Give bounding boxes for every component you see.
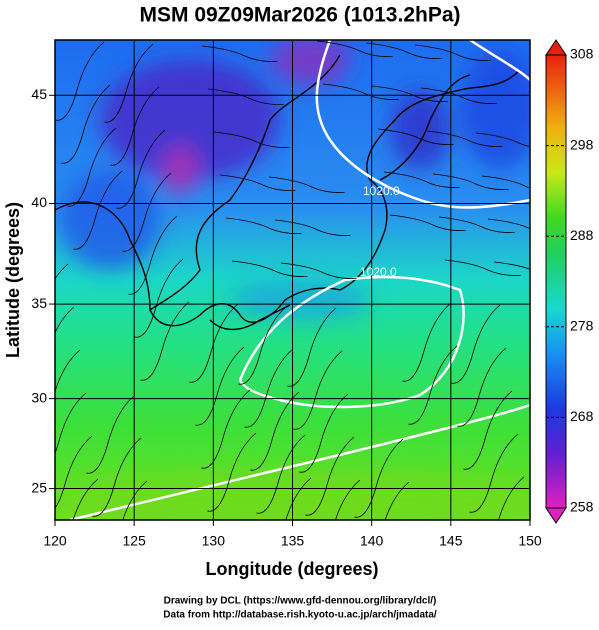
streamline — [487, 218, 530, 230]
streamline — [122, 480, 148, 520]
colorbar-tick-label: 268 — [570, 408, 594, 424]
streamline — [250, 391, 300, 471]
chart-title: MSM 09Z09Mar2026 (1013.2hPa) — [140, 4, 461, 27]
streamline — [207, 88, 284, 106]
streamline — [128, 215, 178, 295]
streamline — [463, 390, 513, 470]
streamline — [377, 128, 454, 146]
streamline — [389, 214, 466, 232]
streamline — [420, 87, 497, 105]
streamline — [438, 216, 515, 234]
y-axis-label: Latitude (degrees) — [3, 202, 23, 358]
streamline — [92, 437, 142, 517]
streamline — [195, 346, 245, 426]
streamline — [140, 301, 190, 381]
streamline — [475, 132, 530, 148]
y-tick-label: 25 — [31, 479, 47, 495]
streamline — [414, 44, 491, 62]
streamline — [432, 173, 509, 191]
streamline — [305, 436, 355, 516]
x-tick-label: 150 — [518, 533, 542, 549]
streamline — [104, 43, 154, 123]
streamline — [316, 40, 393, 58]
streamline — [55, 40, 56, 41]
y-tick-label: 40 — [31, 194, 47, 210]
streamline — [334, 479, 361, 520]
credit: Data from http://database.rish.kyoto-u.a… — [163, 610, 437, 621]
y-tick-label: 30 — [31, 389, 47, 405]
streamline — [86, 394, 136, 474]
streamline — [384, 481, 410, 520]
streamline — [72, 478, 99, 520]
colorbar-tick-label: 308 — [570, 46, 594, 62]
streamline — [238, 305, 288, 385]
streamline — [55, 306, 75, 334]
streamline — [299, 393, 349, 473]
streamline — [55, 41, 105, 121]
plot-frame — [54, 39, 531, 521]
streamline — [354, 438, 404, 518]
colorbar-arrow — [545, 39, 567, 56]
streamline — [207, 432, 257, 512]
streamline — [457, 347, 507, 427]
streamline — [55, 349, 81, 393]
streamline — [55, 392, 87, 455]
streamline — [231, 260, 308, 278]
streamline — [287, 307, 337, 387]
colorbar-tick-label: 288 — [570, 227, 594, 243]
streamline — [201, 45, 278, 63]
x-tick-label: 130 — [202, 533, 226, 549]
x-tick-label: 135 — [281, 533, 305, 549]
streamline — [274, 219, 351, 237]
streamline — [444, 259, 521, 277]
x-tick-label: 120 — [43, 533, 67, 549]
streamline — [481, 175, 530, 189]
x-axis-label: Longitude (degrees) — [205, 559, 378, 579]
streamline — [426, 130, 503, 148]
x-tick-label: 145 — [439, 533, 463, 549]
x-tick-label: 140 — [360, 533, 384, 549]
streamline — [116, 129, 166, 209]
streamline — [451, 304, 501, 384]
streamline — [469, 433, 519, 513]
colorbar-tick-label: 298 — [570, 136, 594, 152]
y-tick-label: 45 — [31, 86, 47, 102]
streamline — [201, 389, 251, 469]
streamline — [408, 345, 458, 425]
streamline — [322, 83, 399, 101]
colorbar-tick-label: 258 — [570, 499, 594, 515]
streamline — [122, 172, 172, 252]
streamline — [268, 176, 345, 194]
field — [55, 40, 530, 520]
streamline — [134, 258, 184, 338]
streamline — [402, 302, 452, 382]
streamline — [67, 127, 117, 207]
streamline — [219, 174, 296, 192]
credit: Drawing by DCL (https://www.gfd-dennou.o… — [164, 596, 437, 607]
streamline — [225, 217, 302, 235]
streamline — [55, 263, 69, 280]
streamline — [498, 476, 525, 520]
contour-label: 1020.0 — [360, 265, 397, 279]
streamline — [110, 86, 160, 166]
colorbar-scale — [545, 54, 567, 509]
contour-label: 1020.0 — [363, 184, 400, 198]
streamline — [73, 170, 123, 250]
x-tick-label: 125 — [122, 533, 146, 549]
streamline — [55, 435, 93, 509]
colorbar-arrow — [545, 507, 567, 524]
colorbar-tick-label: 278 — [570, 318, 594, 334]
streamline — [365, 42, 442, 60]
streamline — [213, 131, 290, 149]
streamline — [244, 348, 294, 428]
streamline — [383, 171, 460, 189]
colorbar — [545, 39, 567, 524]
streamline — [280, 262, 357, 280]
streamline — [493, 261, 530, 270]
streamline — [256, 434, 306, 514]
streamline — [189, 303, 239, 383]
y-tick-label: 35 — [31, 295, 47, 311]
